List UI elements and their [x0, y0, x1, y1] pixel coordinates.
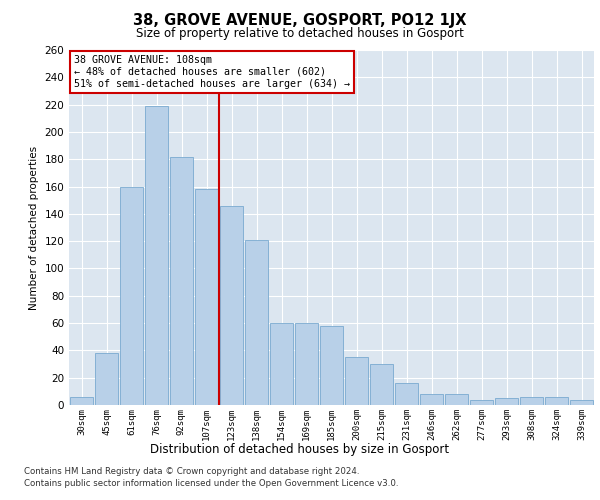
Bar — [395, 383, 418, 405]
Bar — [370, 364, 393, 405]
Bar — [70, 397, 93, 405]
Bar — [545, 397, 568, 405]
Bar — [495, 398, 518, 405]
Text: Contains public sector information licensed under the Open Government Licence v3: Contains public sector information licen… — [24, 479, 398, 488]
Text: Contains HM Land Registry data © Crown copyright and database right 2024.: Contains HM Land Registry data © Crown c… — [24, 468, 359, 476]
Text: 38 GROVE AVENUE: 108sqm
← 48% of detached houses are smaller (602)
51% of semi-d: 38 GROVE AVENUE: 108sqm ← 48% of detache… — [74, 56, 350, 88]
Bar — [145, 106, 168, 405]
Bar — [420, 394, 443, 405]
Bar — [295, 323, 318, 405]
Bar — [345, 357, 368, 405]
Y-axis label: Number of detached properties: Number of detached properties — [29, 146, 39, 310]
Bar — [445, 394, 468, 405]
Bar — [520, 397, 543, 405]
Bar — [270, 323, 293, 405]
Bar — [470, 400, 493, 405]
Bar — [120, 186, 143, 405]
Bar — [245, 240, 268, 405]
Text: 38, GROVE AVENUE, GOSPORT, PO12 1JX: 38, GROVE AVENUE, GOSPORT, PO12 1JX — [133, 12, 467, 28]
Bar — [570, 400, 593, 405]
Bar — [220, 206, 243, 405]
Bar — [170, 156, 193, 405]
Bar — [95, 353, 118, 405]
Text: Distribution of detached houses by size in Gosport: Distribution of detached houses by size … — [151, 442, 449, 456]
Bar — [320, 326, 343, 405]
Bar — [195, 190, 218, 405]
Text: Size of property relative to detached houses in Gosport: Size of property relative to detached ho… — [136, 28, 464, 40]
